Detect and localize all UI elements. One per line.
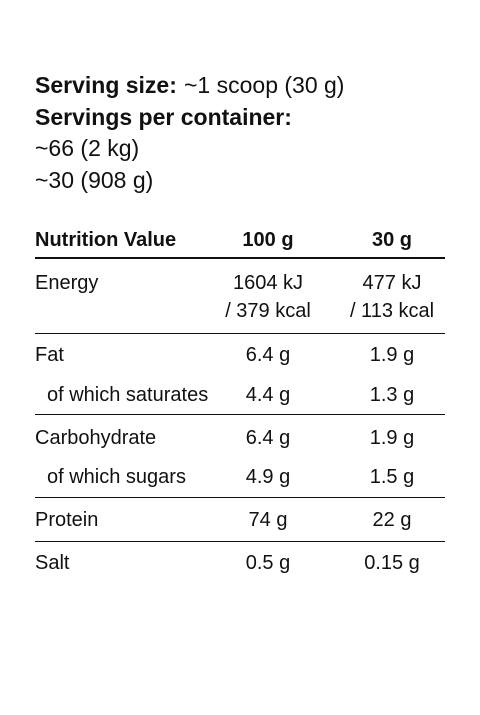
cell: 6.4 g bbox=[245, 344, 291, 366]
row-label: Salt bbox=[35, 552, 70, 574]
cell: 0.5 g bbox=[245, 552, 291, 574]
cell: 4.9 g bbox=[245, 466, 291, 488]
header: 30 g bbox=[371, 229, 413, 251]
rule bbox=[35, 414, 445, 415]
rule bbox=[35, 257, 445, 259]
serving-size-label: Serving size: bbox=[35, 72, 177, 98]
cell: 74 g bbox=[248, 509, 288, 531]
cell: / 113 kcal bbox=[349, 300, 435, 322]
cell: 22 g bbox=[372, 509, 412, 531]
cell: 4.4 g bbox=[245, 384, 291, 406]
cell: 1.9 g bbox=[369, 344, 415, 366]
cell: / 379 kcal bbox=[225, 300, 311, 322]
cell: 6.4 g bbox=[245, 427, 291, 449]
cell: 477 kJ bbox=[362, 272, 422, 294]
row-label: Fat bbox=[35, 344, 64, 366]
row-label: of which sugars bbox=[47, 466, 186, 488]
header: Nutrition Value bbox=[35, 229, 177, 251]
servings-label: Servings per container: bbox=[35, 104, 292, 130]
cell: 0.15 g bbox=[364, 552, 420, 574]
rule bbox=[35, 497, 445, 498]
row-label: Protein bbox=[35, 509, 99, 531]
rule bbox=[35, 333, 445, 334]
row-label: Carbohydrate bbox=[35, 427, 157, 449]
serving-size-value: ~1 scoop (30 g) bbox=[184, 72, 345, 98]
header: 100 g bbox=[242, 229, 294, 251]
cell: 1.3 g bbox=[369, 384, 415, 406]
servings-line: ~30 (908 g) bbox=[35, 167, 154, 193]
cell: 1604 kJ bbox=[232, 272, 304, 294]
row-label: of which saturates bbox=[47, 384, 209, 406]
rule bbox=[35, 541, 445, 542]
row-label: Energy bbox=[35, 272, 99, 294]
cell: 1.9 g bbox=[369, 427, 415, 449]
cell: 1.5 g bbox=[369, 466, 415, 488]
servings-line: ~66 (2 kg) bbox=[35, 135, 140, 161]
